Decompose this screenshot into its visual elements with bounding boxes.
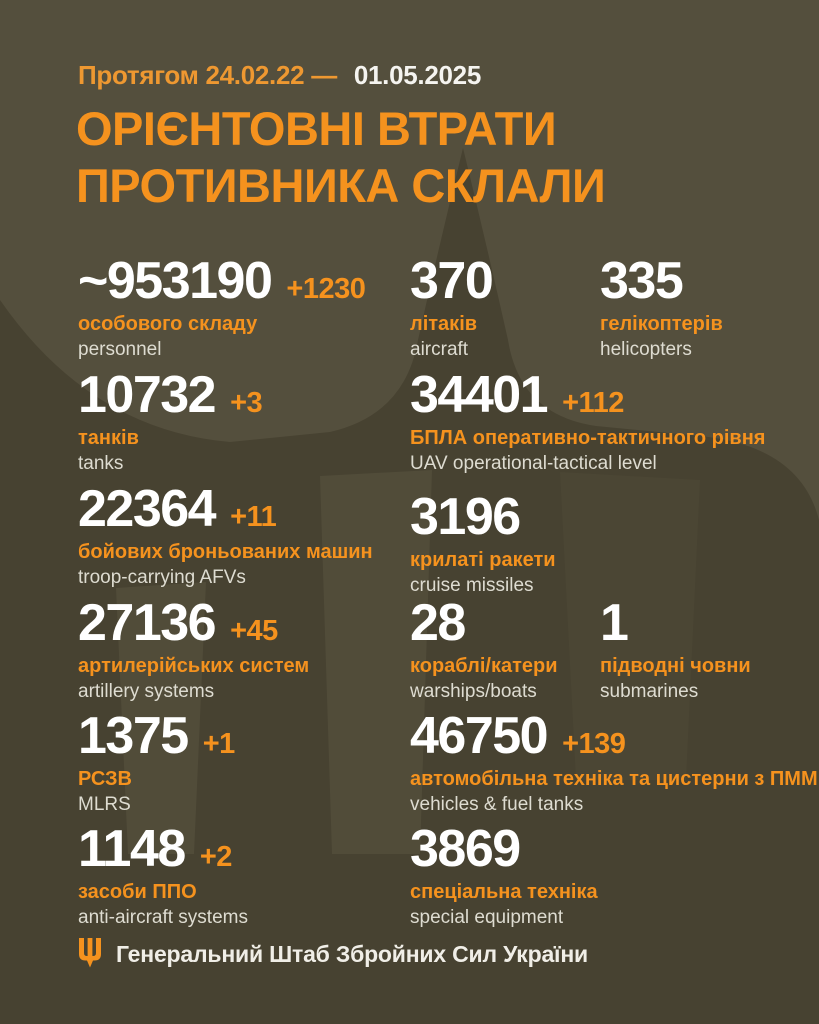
stat-value: 3196 [410,488,521,546]
stat-cruise-missiles: 3196 крилаті ракети cruise missiles [410,490,810,598]
stat-label-ua: автомобільна техніка та цистерни з ПММ [410,768,818,790]
stat-label-en: artillery systems [78,681,215,702]
stat-label-en: anti-aircraft systems [78,907,248,928]
stat-personnel: ~953190 +1230 особового складу personnel [78,254,478,362]
stat-label-ua: літаків [410,313,478,335]
stat-delta: +2 [199,841,233,873]
stat-label-ua: гелікоптерів [600,313,723,335]
stat-delta: +1 [202,728,236,760]
stat-label-en: vehicles & fuel tanks [410,794,584,815]
stat-aircraft: 370 літаків aircraft [410,254,810,362]
stat-anti-aircraft: 1148 +2 засоби ППО anti-aircraft systems [78,822,478,930]
stat-special-equipment: 3869 спеціальна техніка special equipmen… [410,822,810,930]
stat-label-ua: кораблі/катери [410,655,558,677]
title-line-1: ОРІЄНТОВНІ ВТРАТИ [76,102,557,155]
page-title: ОРІЄНТОВНІ ВТРАТИ ПРОТИВНИКА СКЛАЛИ [76,100,606,214]
stat-delta: +139 [562,728,626,760]
stat-delta: +11 [230,501,277,533]
stat-label-ua: РСЗВ [78,768,132,790]
trident-icon [79,938,101,968]
stat-value: 28 [410,594,466,652]
stat-value: 46750 [410,707,549,765]
stat-label-ua: бойових броньованих машин [78,541,373,563]
stat-label-ua: спеціальна техніка [410,881,598,903]
stat-label-en: personnel [78,339,162,360]
stat-submarines: 1 підводні човни submarines [600,596,819,704]
stat-value: 335 [600,252,684,310]
stat-value: 22364 [78,480,217,538]
stat-value: 1148 [78,820,186,878]
stat-label-ua: особового складу [78,313,258,335]
title-line-2: ПРОТИВНИКА СКЛАЛИ [76,159,606,212]
stat-delta: +112 [562,387,624,419]
stat-label-en: helicopters [600,339,692,360]
stat-value: 34401 [410,366,549,424]
stat-value: 370 [410,252,494,310]
stat-delta: +1230 [286,273,366,305]
stat-label-en: tanks [78,453,124,474]
stat-label-ua: крилаті ракети [410,549,556,571]
stat-label-en: special equipment [410,907,564,928]
stat-vehicles: 46750 +139 автомобільна техніка та цисте… [410,707,818,817]
stat-value: 10732 [78,366,217,424]
stat-tanks: 10732 +3 танків tanks [78,368,478,476]
stat-value: 27136 [78,594,217,652]
stat-delta: +3 [230,387,263,419]
footer: Генеральний Штаб Збройних Сил України [78,938,588,970]
stat-warships: 28 кораблі/катери warships/boats [410,596,810,704]
stat-label-en: MLRS [78,794,131,815]
period-prefix: Протягом 24.02.22 — [78,60,337,90]
period-date: 01.05.2025 [353,60,481,90]
stat-label-en: submarines [600,681,699,702]
stat-label-en: troop-carrying AFVs [78,567,246,588]
stat-value: ~953190 [78,252,273,310]
stat-label-ua: підводні човни [600,655,751,677]
footer-org-label: Генеральний Штаб Збройних Сил України [116,940,588,967]
stat-helicopters: 335 гелікоптерів helicopters [600,254,819,362]
stat-artillery: 27136 +45 артилерійських систем artiller… [78,596,478,704]
stat-afv: 22364 +11 бойових броньованих машин troo… [78,482,478,590]
stat-delta: +45 [230,615,278,647]
stat-label-ua: засоби ППО [78,881,197,903]
stat-uav: 34401 +112 БПЛА оперативно-тактичного рі… [410,368,810,476]
stat-label-ua: танків [78,427,139,449]
stat-label-en: aircraft [410,339,469,360]
stat-label-en: warships/boats [410,681,537,702]
stat-value: 1375 [78,707,189,765]
stat-label-ua: БПЛА оперативно-тактичного рівня [410,427,766,449]
reporting-period: Протягом 24.02.22 — 01.05.2025 [78,60,481,91]
stat-label-en: UAV operational-tactical level [410,453,657,474]
stat-mlrs: 1375 +1 РСЗВ MLRS [78,709,478,817]
stat-label-ua: артилерійських систем [78,655,310,677]
stat-value: 3869 [410,820,521,878]
stat-value: 1 [600,594,629,652]
stat-label-en: cruise missiles [410,575,534,596]
